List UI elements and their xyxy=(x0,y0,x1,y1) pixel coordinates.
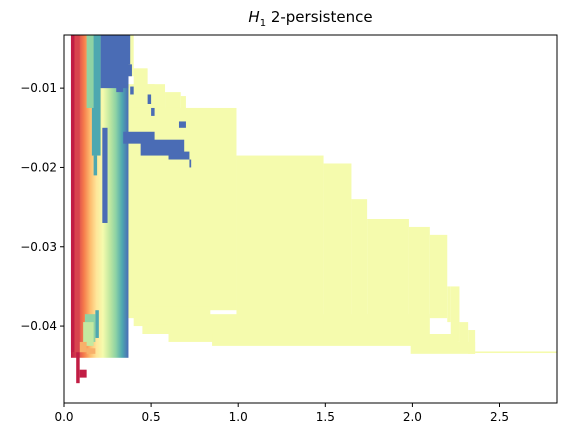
x-tick-label: 1.5 xyxy=(316,410,335,424)
region-pale_yellow xyxy=(236,155,324,319)
region-crimson xyxy=(70,35,75,353)
region-blue xyxy=(151,107,155,116)
x-tick-label: 0.5 xyxy=(142,410,161,424)
region-pale_yellow xyxy=(447,286,451,323)
region-blue xyxy=(123,131,155,144)
region-blue xyxy=(189,159,192,168)
region-pale_yellow xyxy=(142,324,186,334)
region-orange xyxy=(79,341,87,353)
region-pale_yellow xyxy=(429,234,448,319)
x-axis: 0.0 0.5 1.0 1.5 2.0 2.5 xyxy=(54,403,509,424)
title-rest: 2-persistence xyxy=(266,8,373,26)
region-crimson xyxy=(79,369,87,378)
region-pale_yellow xyxy=(475,351,557,354)
region-red xyxy=(72,35,80,353)
x-tick-label: 2.0 xyxy=(403,410,422,424)
region-blue xyxy=(100,35,129,89)
y-tick-label: −0.04 xyxy=(20,319,57,333)
y-tick-label: −0.03 xyxy=(20,240,57,254)
region-crimson xyxy=(76,352,80,384)
region-blue xyxy=(124,35,131,65)
region-pale_yellow xyxy=(367,219,409,319)
region-blue xyxy=(116,80,124,93)
y-tick-label: −0.01 xyxy=(20,81,57,95)
axes-frame xyxy=(63,34,558,404)
region-pale_yellow xyxy=(323,163,352,319)
region-blue xyxy=(130,86,134,95)
region-blue xyxy=(147,94,152,104)
region-pale_yellow xyxy=(133,316,200,327)
region-pale_yellow xyxy=(116,306,211,319)
region-teal xyxy=(91,35,101,156)
y-axis: −0.01 −0.02 −0.03 −0.04 xyxy=(20,81,64,333)
region-orange xyxy=(86,348,96,354)
region-pale_yellow xyxy=(450,286,460,342)
region-pale_yellow xyxy=(410,341,476,354)
region-pale_yellow xyxy=(408,226,430,319)
title-symbol: H xyxy=(248,8,260,26)
region-pale_yellow xyxy=(128,35,134,77)
region-pale_yellow xyxy=(459,322,469,350)
region-teal xyxy=(95,310,99,338)
region-pale_yellow xyxy=(351,199,368,319)
region-blue xyxy=(178,121,186,128)
region-mint xyxy=(86,35,94,108)
title-subscript: 1 xyxy=(259,18,267,29)
region-blue xyxy=(128,64,132,77)
region-blue xyxy=(102,127,108,223)
y-tick-label: −0.02 xyxy=(20,160,57,174)
x-tick-label: 2.5 xyxy=(490,410,509,424)
region-teal xyxy=(93,155,98,176)
region-green xyxy=(83,322,94,346)
x-tick-label: 1.0 xyxy=(229,410,248,424)
chart-title: H1 2-persistence xyxy=(64,8,557,29)
plot-area xyxy=(70,35,557,384)
region-blue xyxy=(168,151,190,160)
x-tick-label: 0.0 xyxy=(54,410,73,424)
region-pale_yellow xyxy=(212,334,458,346)
